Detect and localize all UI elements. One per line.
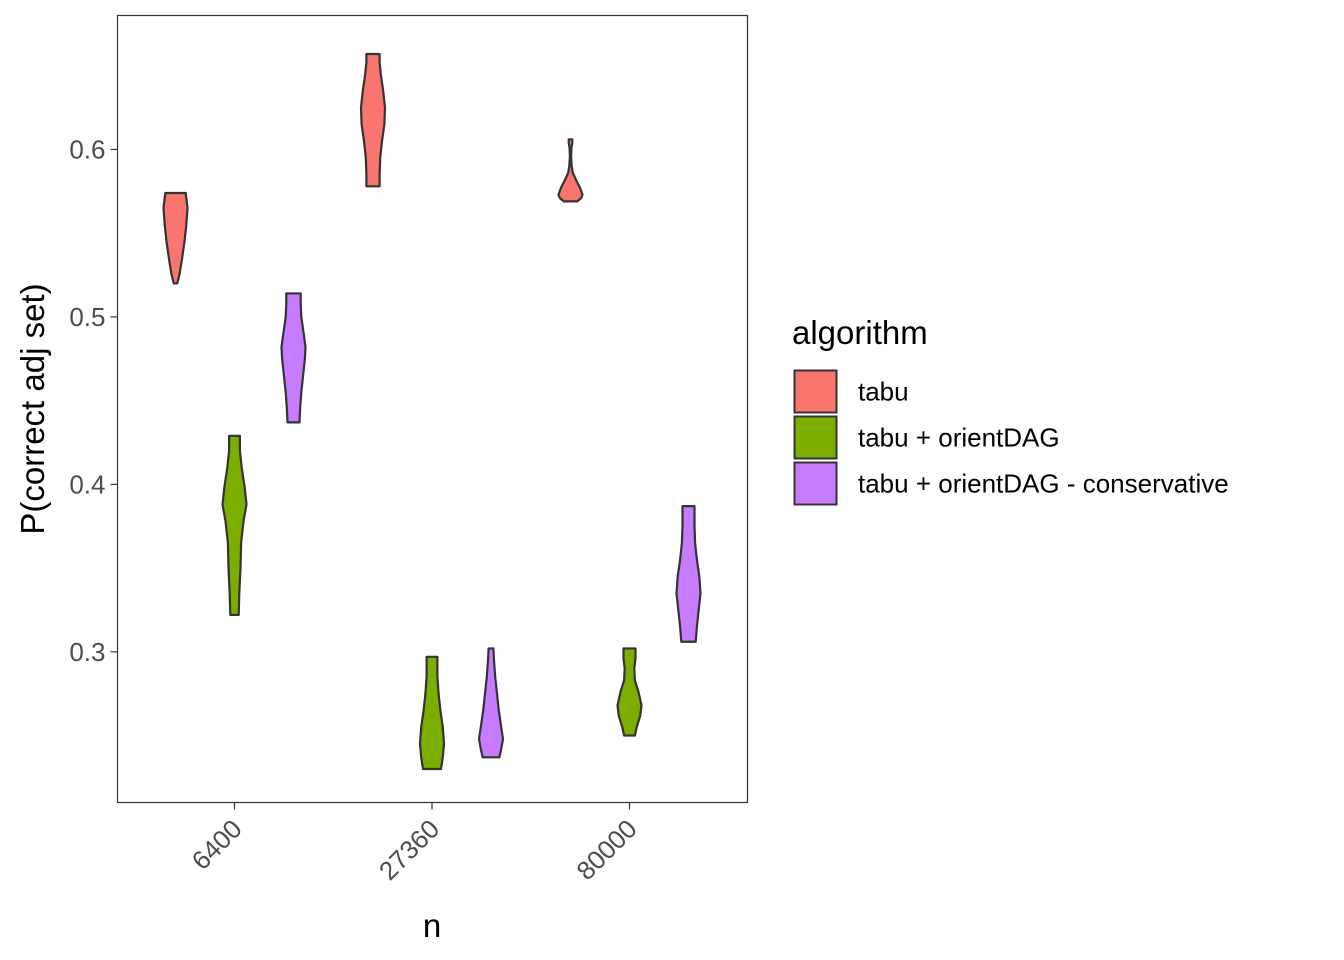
- x-tick-label: 27360: [373, 814, 445, 886]
- legend-key-2: [793, 415, 838, 460]
- legend-label-1: tabu: [858, 377, 909, 407]
- y-tick-label: 0.6: [69, 134, 105, 164]
- legend: algorithm tabu tabu + orientDAG tabu + ori…: [792, 314, 1229, 506]
- legend-key-3: [793, 461, 838, 506]
- violin-1-6400: [162, 191, 189, 285]
- y-axis: 0.3 0.4 0.5 0.6: [69, 134, 118, 667]
- violin-3-6400: [280, 292, 307, 424]
- legend-key-1: [793, 369, 838, 414]
- y-axis-title: P(correct adj set): [14, 283, 51, 534]
- violin-2-27360: [418, 655, 446, 771]
- violin-layer: [162, 52, 702, 771]
- x-tick-label: 6400: [186, 814, 248, 876]
- y-tick-label: 0.3: [69, 637, 105, 667]
- violin-2-80000: [616, 647, 643, 737]
- legend-title: algorithm: [792, 314, 928, 351]
- x-axis: 6400 27360 80000: [186, 802, 643, 886]
- legend-label-3: tabu + orientDAG - conservative: [858, 469, 1229, 499]
- x-tick-label: 80000: [570, 814, 642, 886]
- violin-2-6400: [221, 434, 248, 617]
- violin-3-80000: [675, 505, 702, 643]
- y-tick-label: 0.4: [69, 469, 105, 499]
- y-tick-label: 0.5: [69, 302, 105, 332]
- violin-3-27360: [477, 647, 505, 759]
- violin-1-80000: [557, 138, 584, 203]
- violin-1-27360: [359, 52, 387, 188]
- legend-label-2: tabu + orientDAG: [858, 423, 1060, 453]
- x-axis-title: n: [423, 907, 441, 944]
